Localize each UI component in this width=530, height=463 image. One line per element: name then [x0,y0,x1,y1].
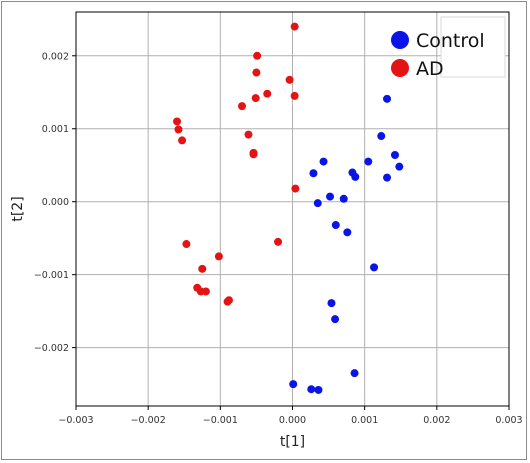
point-ad [214,252,223,261]
point-control [351,172,360,181]
point-ad [249,150,258,159]
point-ad [285,75,294,84]
point-ad [263,89,272,98]
point-ad [182,240,191,249]
point-control [314,385,323,394]
point-control [327,299,336,308]
point-control [390,151,399,160]
point-control [309,169,318,178]
point-ad [223,297,232,306]
point-control [343,228,352,237]
point-control [331,315,340,324]
point-ad [237,102,246,111]
plot-border [75,11,510,407]
point-ad [178,136,187,145]
point-control [383,94,392,103]
point-control [339,194,348,203]
x-tick-label: −0.001 [203,415,238,426]
point-control [370,263,379,272]
point-ad [290,22,299,31]
y-tick-label: −0.002 [34,343,69,354]
x-tick-label: 0.002 [423,415,450,426]
point-ad [252,68,261,77]
point-control [331,221,340,230]
y-tick-label: −0.001 [34,270,69,281]
data-points [173,22,404,394]
point-ad [251,94,260,103]
point-control [307,385,316,394]
point-control [313,199,322,208]
y-tick-label: 0.001 [42,124,69,135]
x-tick-label: 0.003 [495,415,522,426]
y-tick-label: 0.000 [42,197,69,208]
point-control [383,173,392,182]
point-ad [291,184,300,193]
x-axis-label: t[1] [280,434,305,450]
y-axis-label: t[2] [10,196,26,221]
point-control [364,157,373,166]
point-control [326,192,335,201]
legend-label-ad: AD [416,58,444,80]
legend: Control AD [391,16,506,80]
point-ad [173,117,182,126]
point-control [289,380,298,389]
point-control [377,132,386,141]
y-tick-label: 0.002 [42,51,69,62]
point-ad [290,91,299,100]
legend-marker-ad [391,59,409,77]
x-axis-ticks: −0.003 −0.002 −0.001 0.000 0.001 0.002 0.003 [58,406,523,426]
point-ad [198,264,207,273]
point-control [350,369,359,378]
point-ad [244,130,253,139]
x-tick-label: 0.000 [279,415,306,426]
legend-box [440,16,506,78]
x-tick-label: −0.003 [58,415,93,426]
y-axis-ticks: 0.002 0.001 0.000 −0.001 −0.002 [34,51,76,354]
point-ad [253,51,262,60]
point-ad [201,287,210,296]
legend-marker-control [391,31,409,49]
x-tick-label: 0.001 [351,415,378,426]
point-control [395,162,404,171]
point-control [319,157,328,166]
point-ad [274,237,283,246]
grid-lines [76,12,509,406]
legend-label-control: Control [416,30,485,52]
point-ad [174,125,183,134]
x-tick-label: −0.002 [131,415,166,426]
